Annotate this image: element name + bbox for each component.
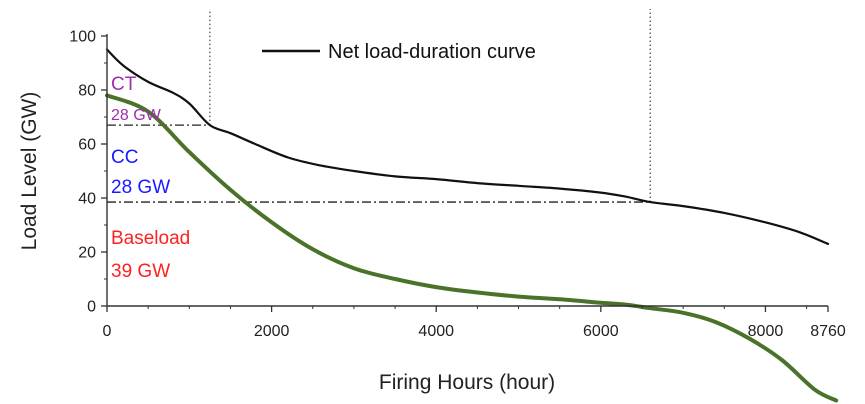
annotation-cc-line-2: 28 GW	[111, 177, 170, 198]
x-tick-label-0: 0	[103, 323, 112, 340]
x-tick-label-6000: 6000	[583, 323, 619, 340]
y-tick-label-100: 100	[69, 29, 96, 46]
annotation-cc-line-1: CC	[111, 147, 138, 168]
y-tick-label-0: 0	[87, 299, 96, 316]
axis-layer	[101, 34, 829, 312]
legend: Net load-duration curve	[262, 41, 536, 63]
annotation-baseload-line-1: Baseload	[111, 228, 190, 249]
y-tick-label-60: 60	[78, 137, 96, 154]
series-line-net-load	[105, 48, 830, 245]
y-tick-label-20: 20	[78, 245, 96, 262]
y-axis-title: Load Level (GW)	[18, 92, 41, 251]
annotation-baseload: Baseload 39 GW	[111, 228, 190, 282]
annotation-ct-line-2: 28 GW	[111, 107, 162, 124]
annotation-ct: CT 28 GW	[111, 74, 162, 124]
x-axis-title: Firing Hours (hour)	[379, 371, 555, 394]
legend-label-net-load: Net load-duration curve	[328, 41, 536, 63]
annotation-cc: CC 28 GW	[111, 147, 170, 198]
x-tick-label-4000: 4000	[418, 323, 454, 340]
x-tick-label-8760: 8760	[810, 323, 846, 340]
x-tick-label-8000: 8000	[748, 323, 784, 340]
annotation-ct-line-1: CT	[111, 74, 137, 95]
y-tick-label-80: 80	[78, 83, 96, 100]
label-layer: 0 20 40 60 80 100 0 2000 4000 6000 8000 8760	[69, 29, 846, 341]
y-tick-label-40: 40	[78, 191, 96, 208]
x-tick-label-2000: 2000	[254, 323, 290, 340]
annotation-baseload-line-2: 39 GW	[111, 261, 170, 282]
plot-layer	[105, 9, 839, 403]
series-line-green-curve	[105, 93, 839, 403]
